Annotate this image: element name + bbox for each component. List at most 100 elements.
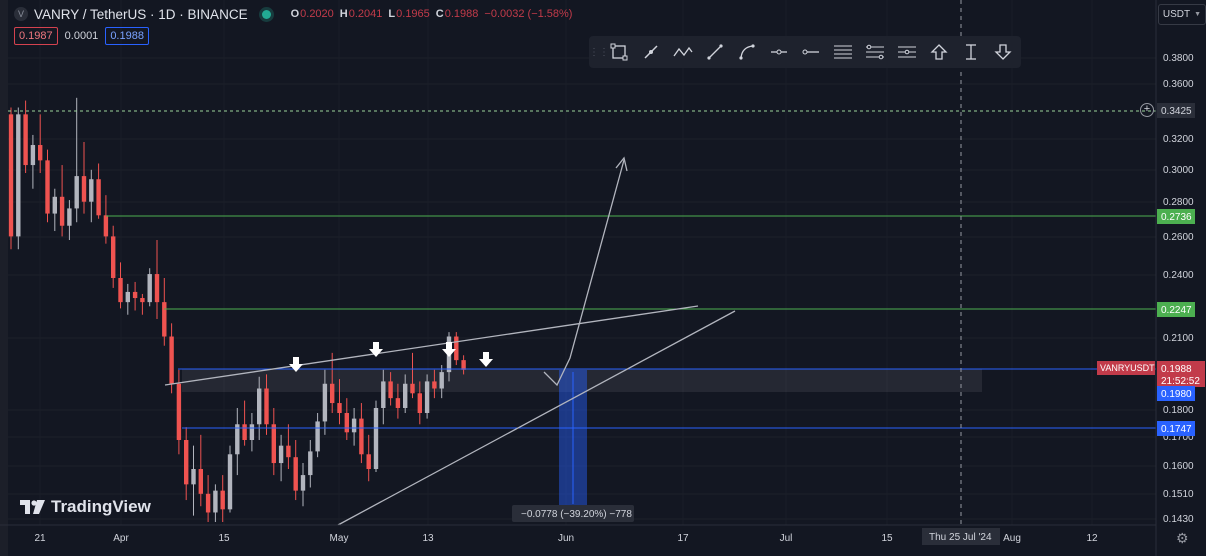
candle[interactable] [23,100,28,173]
candle[interactable] [337,379,342,425]
candle[interactable] [125,283,130,315]
candle[interactable] [359,403,364,464]
drawing-toolbar: ⋮⋮ [589,36,1021,68]
add-alert-plus-icon[interactable]: + [1140,103,1154,117]
candle[interactable] [300,463,306,507]
candle[interactable] [264,374,269,435]
sell-button[interactable]: 0.1987 [14,27,58,45]
candle[interactable] [169,323,174,394]
candle[interactable] [432,369,437,399]
candle[interactable] [154,240,160,319]
candle[interactable] [103,195,109,244]
candle[interactable] [315,413,320,458]
candle[interactable] [278,434,284,482]
candle[interactable] [439,365,444,399]
candle[interactable] [198,434,203,507]
candle[interactable] [52,188,57,232]
ohlc-high-key: H [339,8,348,20]
candle[interactable] [220,475,225,522]
projection-path[interactable] [543,159,625,387]
polyline-icon[interactable] [667,36,699,68]
candle[interactable] [403,374,408,413]
candle[interactable] [417,381,422,425]
price-tick-label: 0.1600 [1163,461,1194,472]
candle[interactable] [81,142,87,214]
candle[interactable] [96,163,101,219]
trend-line-icon[interactable] [635,36,667,68]
candle[interactable] [461,355,466,375]
candle[interactable] [132,281,138,311]
candle[interactable] [227,445,233,513]
candle[interactable] [308,440,313,488]
candle[interactable] [257,376,262,440]
candle[interactable] [373,400,379,473]
buy-button[interactable]: 0.1988 [105,27,149,45]
time-tick-label: Aug [1003,533,1021,544]
price-tick-label: 0.1700 [1163,432,1194,443]
candle[interactable] [59,165,65,237]
candle[interactable] [16,107,21,250]
tradingview-logo: TradingView [20,497,151,517]
candle[interactable] [191,445,196,516]
arrow-up-icon[interactable] [923,36,955,68]
candle[interactable] [286,424,291,469]
parallel-channel-icon[interactable] [827,36,859,68]
projection-arrowhead [615,156,628,172]
candle[interactable] [330,352,335,413]
candle[interactable] [388,372,393,406]
candle[interactable] [366,434,371,482]
candle[interactable] [74,97,79,223]
drag-handle-icon[interactable]: ⋮⋮ [589,46,609,58]
candle[interactable] [111,225,116,288]
candle[interactable] [249,413,255,452]
candle[interactable] [235,407,240,476]
ohlc-low-value: 0.1965 [396,8,430,20]
candle[interactable] [30,134,36,189]
chart-settings-gear-icon[interactable]: ⚙ [1176,530,1189,546]
candle[interactable] [8,107,14,250]
ray-icon[interactable] [699,36,731,68]
candle[interactable] [140,293,145,315]
candle[interactable] [213,484,218,522]
horizontal-ray-icon[interactable] [763,36,795,68]
last-price-label: 0.1988 [1161,364,1192,375]
candle[interactable] [147,268,152,307]
symbol-logo-icon: V [14,7,28,21]
price-label-blue-lower: 0.1747 [1161,424,1192,435]
candle[interactable] [395,383,401,419]
curve-icon[interactable] [731,36,763,68]
horizontal-line-icon[interactable] [795,36,827,68]
candle[interactable] [381,369,386,425]
symbol-title[interactable]: VANRY / TetherUS · 1D · BINANCE [34,6,248,22]
fib-extension-icon[interactable] [891,36,923,68]
candle[interactable] [410,352,415,399]
arrow-down-icon[interactable] [987,36,1019,68]
candle[interactable] [271,407,276,476]
candle[interactable] [118,262,123,309]
candle[interactable] [454,332,459,366]
arrow-down-icon [442,342,456,357]
candle[interactable] [89,169,94,223]
candle[interactable] [293,440,298,501]
candle[interactable] [162,278,167,346]
candle[interactable] [38,114,43,173]
candle[interactable] [242,400,247,446]
price-tick-label: 0.2100 [1163,333,1194,344]
wedge-lower-trendline[interactable] [337,310,736,526]
candle[interactable] [351,407,357,446]
currency-select[interactable]: USDT ▼ [1158,4,1206,25]
candle[interactable] [176,369,182,455]
candle[interactable] [205,475,211,522]
candle[interactable] [45,149,50,223]
rectangle-icon[interactable] [603,36,635,68]
candle[interactable] [424,374,430,419]
time-tick-label: 13 [422,533,434,544]
candle[interactable] [67,200,72,240]
candle[interactable] [322,369,328,435]
wedge-upper-trendline[interactable] [164,305,699,386]
candle[interactable] [184,427,189,501]
candle[interactable] [344,398,349,440]
fib-retracement-icon[interactable] [859,36,891,68]
price-range-icon[interactable] [955,36,987,68]
